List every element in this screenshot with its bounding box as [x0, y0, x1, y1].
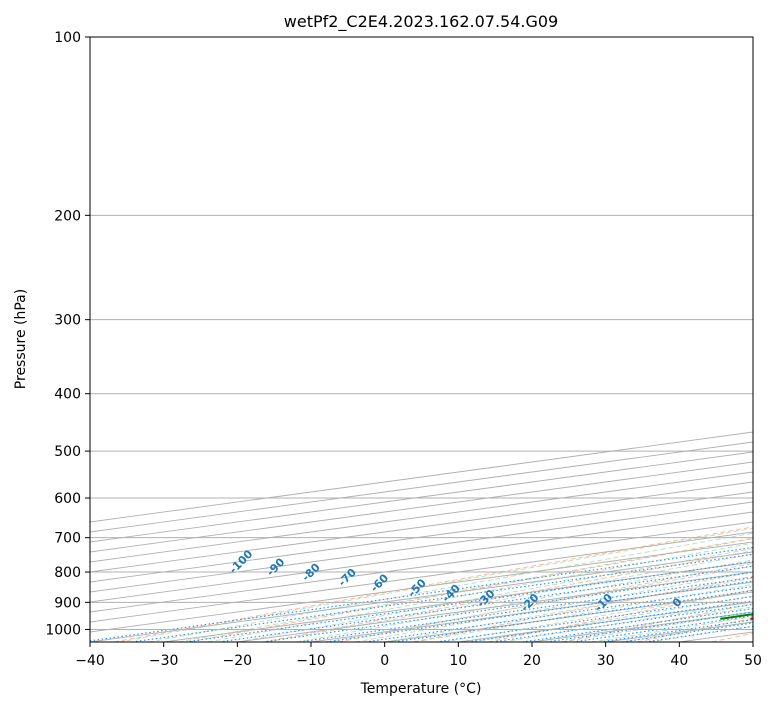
x-tick-label: −10: [296, 653, 326, 669]
mixing-ratio-line: [546, 611, 753, 642]
x-tick-label: 10: [449, 653, 467, 669]
dry-adiabat-line: [338, 562, 753, 642]
x-tick-label: 30: [597, 653, 615, 669]
moist-adiabat-line: [119, 527, 753, 642]
isotherm-line: [90, 501, 753, 593]
mixing-ratio-line: [492, 603, 753, 642]
dry-adiabat-line: [711, 632, 753, 642]
moist-adiabat-line: [325, 565, 753, 642]
moist-adiabat-line: [414, 583, 753, 642]
isotherm-line: [384, 591, 753, 642]
y-tick-label: 400: [54, 387, 81, 403]
isotherm-line: [310, 581, 753, 642]
dry-adiabat-line: [412, 575, 753, 642]
moist-adiabat-line: [148, 532, 753, 642]
x-tick-label: 50: [744, 653, 762, 669]
moist-adiabat-line: [355, 571, 753, 642]
isotherm-line: [752, 641, 753, 642]
dry-adiabat-line: [562, 603, 753, 642]
dry-adiabat-line: [114, 526, 753, 642]
x-tick-label: −20: [223, 653, 253, 669]
mixing-ratio-line: [90, 546, 753, 642]
background-lines: [90, 431, 753, 642]
dry-adiabat-line: [263, 550, 753, 642]
isotherm-line: [90, 511, 753, 603]
isotherm-line: [90, 521, 753, 613]
isotherm-line: [90, 471, 753, 563]
moist-adiabat-line: [561, 611, 753, 642]
isotherm-line: [90, 491, 753, 583]
isotherm-line: [90, 551, 753, 642]
x-axis-label: Temperature (°C): [360, 681, 482, 697]
moist-adiabat-line: [384, 577, 753, 642]
y-axis: 100 200 300 400 500 600 700 800 900 1000: [45, 30, 90, 638]
isotherm-line: [90, 451, 753, 543]
x-tick-label: 0: [380, 653, 389, 669]
x-tick-label: 20: [523, 653, 541, 669]
y-axis-label: Pressure (hPa): [13, 289, 29, 389]
y-tick-label: 900: [54, 595, 81, 611]
chart-title: wetPf2_C2E4.2023.162.07.54.G09: [284, 12, 558, 32]
x-axis: −40 −30 −20 −10 0 10 20 30 40 50: [75, 642, 762, 669]
isotherm-line: [679, 631, 753, 642]
x-tick-label: −30: [149, 653, 179, 669]
y-tick-label: 800: [54, 565, 81, 581]
pressure-gridlines: [90, 37, 753, 630]
moist-adiabat-line: [266, 553, 753, 642]
dry-adiabat-line: [487, 589, 753, 642]
plot-frame: [89, 36, 754, 643]
isotherm-line: [90, 461, 753, 553]
y-tick-label: 700: [54, 531, 81, 547]
x-tick-label: 40: [670, 653, 688, 669]
y-tick-label: 600: [54, 491, 81, 507]
isotherm-line: [90, 531, 753, 623]
y-tick-label: 100: [54, 30, 81, 46]
mixing-ratio-line: [467, 600, 753, 642]
moist-adiabat-line: [178, 537, 753, 642]
mixing-ratio-line: [522, 608, 753, 642]
y-tick-label: 500: [54, 444, 81, 460]
mixing-ratio-line: [185, 561, 753, 642]
moist-adiabat-line: [649, 625, 753, 642]
moist-adiabat-line: [207, 542, 753, 642]
isotherm-line: [90, 541, 753, 633]
y-tick-label: 200: [54, 208, 81, 224]
moist-adiabat-line: [502, 601, 753, 642]
temperature-profile-line: [750, 617, 753, 620]
isotherm-line: [605, 621, 753, 642]
mixing-ratio-line: [131, 553, 753, 642]
mixing-ratio-line: [436, 595, 753, 642]
x-tick-label: −40: [75, 653, 105, 669]
y-tick-label: 1000: [45, 622, 81, 638]
isotherm-line: [90, 481, 753, 573]
moist-adiabat-line: [237, 548, 753, 642]
y-tick-label: 300: [54, 313, 81, 329]
